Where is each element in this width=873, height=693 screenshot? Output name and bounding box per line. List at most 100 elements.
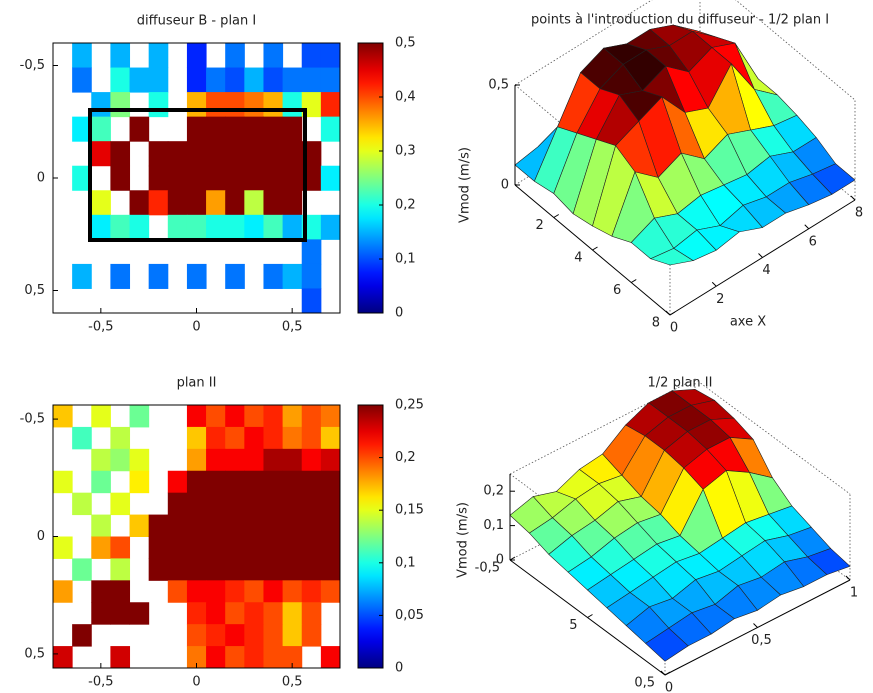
y-tick-label: -0,5 [20,58,45,73]
heat-cell [91,92,111,118]
heat-cell [320,67,341,93]
z-axis-label: Vmod (m/s) [456,502,471,578]
heat-cell [263,43,284,69]
heat-cell [244,602,264,625]
heat-cell [244,492,264,516]
heat-cell [263,92,284,118]
z-tick-label: 0,1 [483,518,504,533]
heat-cell [110,448,131,472]
heat-cell [320,448,341,472]
heat-cell [225,624,245,647]
x-tick [660,670,666,676]
heat-cell [206,405,226,428]
heat-cell [244,558,264,581]
chart-title: points à l'introduction du diffuseur - 1… [531,13,829,28]
heat-cell [301,624,322,647]
heat-cell [225,214,245,240]
colorbar-tick-label: 0,2 [395,198,416,213]
heat-cell [320,514,341,537]
heat-cell [244,214,264,240]
heat-cell [91,448,111,472]
y-tick-label: 5 [569,618,577,633]
heat-cell [110,263,131,289]
z-tick-label: 0 [496,553,504,568]
heat-cell [53,405,73,428]
heat-cell [225,470,245,494]
x-tick-label: 0,5 [282,320,303,335]
heat-cell [320,558,341,581]
y-tick [553,214,560,218]
heat-cell [186,92,207,118]
heat-cell [282,470,303,494]
heat-cell [320,43,341,69]
heat-cell [72,263,92,289]
heat-cell [244,405,264,428]
heat-cell [206,448,226,472]
heat-cell [72,43,92,69]
heat-cell [148,141,169,167]
y-tick [630,279,637,283]
box-edge [735,0,856,101]
heat-cell [148,558,169,581]
heat-cell [167,558,188,581]
y-tick-label: -0,5 [20,412,45,427]
heat-cell [282,67,303,93]
heat-cell [53,580,73,603]
heat-cell [110,426,131,450]
y-tick-label: 4 [574,251,582,266]
heat-cell [53,646,73,669]
heat-cell [282,165,303,191]
heat-cell [301,492,322,516]
heat-cell [225,116,245,142]
heat-cell [148,92,169,118]
heat-cell [91,214,111,240]
colorbar-tick-label: 0,25 [395,398,424,413]
heat-cell [186,580,207,603]
heat-cell [186,514,207,537]
surface-facet [649,248,694,266]
heat-cell [129,405,150,428]
heat-cell [301,448,322,472]
box-edge [509,473,666,590]
z-axis-label: Vmod (m/s) [458,147,473,223]
box-edge [514,0,653,86]
heat-cell [301,288,322,314]
heat-cell [244,67,264,93]
heat-cell [301,514,322,537]
heat-cell [282,492,303,516]
heat-cell [129,602,150,625]
heat-cell [263,470,284,494]
y-tick-label: 0 [37,171,45,186]
heat-cell [129,116,150,142]
heat-cell [72,558,92,581]
y-tick-label: 6 [613,283,621,298]
heat-cell [110,165,131,191]
x-tick-label: 0,5 [282,675,303,690]
heat-cell [148,165,169,191]
colorbar-tick-label: 0 [395,306,403,321]
colorbar-tick-label: 0,4 [395,90,416,105]
heat-cell [320,116,341,142]
heat-cell [263,536,284,559]
heat-cell [167,141,188,167]
heat-cell [186,190,207,216]
heat-cell [167,214,188,240]
colorbar-tick-label: 0,15 [395,503,424,518]
heat-cell [206,646,226,669]
heat-cell [167,190,188,216]
heat-cell [282,536,303,559]
colorbar-tick-label: 0 [395,661,403,676]
heat-cell [129,214,150,240]
heat-cell [225,602,245,625]
heat-cell [206,214,226,240]
x-tick-label: 1 [850,586,858,601]
heat-cell [263,558,284,581]
heat-cell [186,43,207,69]
heat-cell [206,470,226,494]
heat-cell [282,263,303,289]
heat-cell [225,405,245,428]
heat-cell [91,470,111,494]
heat-cell [186,141,207,167]
colorbar-tick-label: 0,2 [395,450,416,465]
colorbar-tick-label: 0,05 [395,608,424,623]
